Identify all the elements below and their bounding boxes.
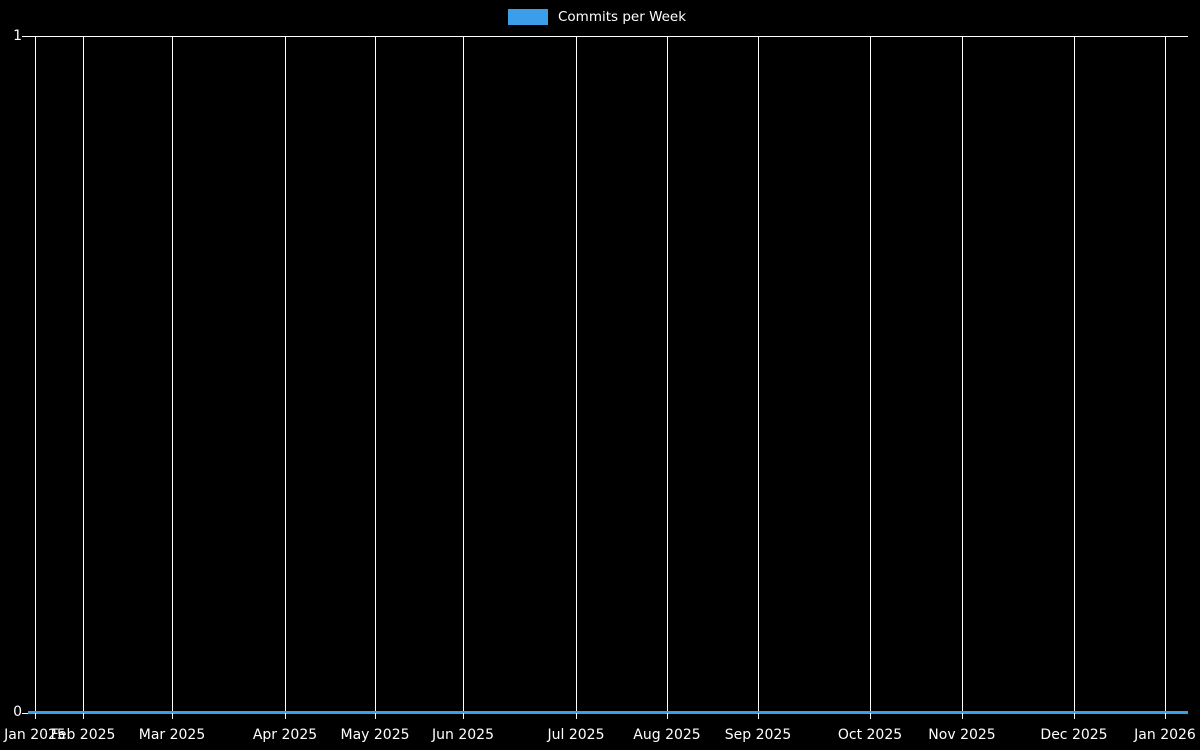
x-axis-tick-label: Oct 2025 [837,727,903,743]
x-axis-tick-label: Feb 2025 [50,727,116,743]
x-axis-tick-mark [463,713,464,719]
x-axis-tick-label: May 2025 [340,727,410,743]
gridline-vertical [35,36,36,713]
x-axis-tick-mark [83,713,84,719]
gridline-vertical [83,36,84,713]
series-line-commits-per-week [28,711,1188,714]
y-axis-tick-label-bottom: 0 [13,704,22,720]
gridline-vertical [1074,36,1075,713]
gridline-vertical [667,36,668,713]
x-axis-tick-label: Jun 2025 [432,727,494,743]
x-axis-tick-mark [1165,713,1166,719]
y-axis-tick-mark [22,36,28,37]
gridline-vertical [758,36,759,713]
x-axis-tick-mark [375,713,376,719]
chart-legend: Commits per Week [508,7,686,27]
x-axis-tick-mark [285,713,286,719]
x-axis-tick-label: Apr 2025 [252,727,318,743]
x-axis-tick-mark [576,713,577,719]
gridline-vertical [576,36,577,713]
x-axis-tick-label: Mar 2025 [138,727,206,743]
x-axis-tick-mark [758,713,759,719]
x-axis-tick-label: Nov 2025 [928,727,996,743]
axis-top-gridline [28,36,1188,37]
gridline-vertical [962,36,963,713]
x-axis-tick-mark [962,713,963,719]
gridline-vertical [375,36,376,713]
x-axis-tick-label: Jan 2026 [1134,727,1196,743]
x-axis-tick-mark [870,713,871,719]
gridline-vertical [463,36,464,713]
gridline-vertical [1165,36,1166,713]
gridline-vertical [870,36,871,713]
legend-swatch-commits-icon [508,9,548,25]
x-axis-tick-label: Aug 2025 [633,727,701,743]
x-axis-tick-label: Sep 2025 [724,727,792,743]
y-axis-tick-label-top: 1 [13,28,22,44]
legend-label-commits: Commits per Week [558,9,687,25]
x-axis-tick-label: Dec 2025 [1040,727,1108,743]
y-axis-tick-mark [22,713,28,714]
x-axis-tick-mark [172,713,173,719]
plot-area [28,36,1188,713]
x-axis-tick-mark [35,713,36,719]
x-axis-tick-label: Jan 2025 [4,727,66,743]
gridline-vertical [285,36,286,713]
gridline-vertical [172,36,173,713]
x-axis-tick-mark [1074,713,1075,719]
x-axis-tick-mark [667,713,668,719]
x-axis-tick-label: Jul 2025 [547,727,605,743]
